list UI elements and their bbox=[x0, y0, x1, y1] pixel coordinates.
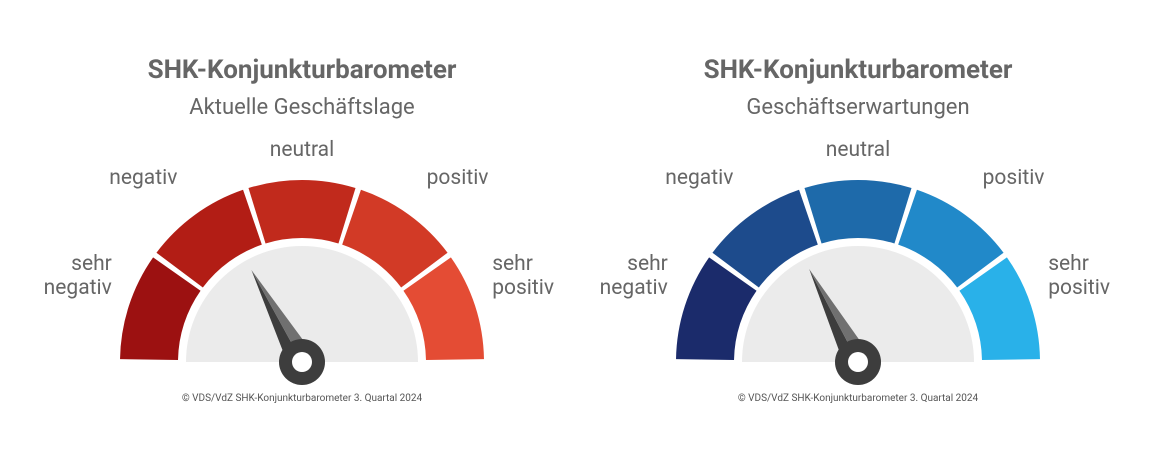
chart-subtitle: Geschäftserwartungen bbox=[746, 95, 970, 120]
needle-part bbox=[292, 352, 312, 372]
gauge-segment bbox=[342, 189, 448, 288]
gauge-segment bbox=[676, 257, 757, 361]
source: © VDS/VdZ SHK-Konjunkturbarometer 3. Qua… bbox=[181, 393, 423, 404]
gauge-segment bbox=[120, 257, 201, 361]
gauge-segment bbox=[959, 257, 1040, 361]
gauge-segment bbox=[804, 180, 912, 244]
category-label: sehr negativ bbox=[43, 252, 112, 301]
chart-title: SHK-Konjunkturbarometer bbox=[147, 55, 457, 85]
category-label: neutral bbox=[269, 138, 335, 162]
gauge-segment bbox=[712, 189, 818, 288]
gauge-segment bbox=[248, 180, 356, 244]
category-label: negativ bbox=[665, 166, 734, 191]
needle bbox=[251, 269, 325, 385]
needle bbox=[809, 269, 881, 385]
category-label: positiv bbox=[426, 166, 489, 191]
needle-part bbox=[251, 269, 315, 362]
category-label: sehr negativ bbox=[599, 252, 668, 301]
gauge-segment bbox=[156, 189, 262, 288]
category-label: sehr positiv bbox=[1048, 252, 1111, 301]
category-label: positiv bbox=[982, 166, 1045, 191]
chart-title: SHK-Konjunkturbarometer bbox=[703, 55, 1013, 85]
chart-subtitle: Aktuelle Geschäftslage bbox=[189, 95, 415, 120]
source: © VDS/VdZ SHK-Konjunkturbarometer 3. Qua… bbox=[737, 393, 979, 404]
gauge-face bbox=[742, 246, 974, 362]
category-label: neutral bbox=[825, 138, 891, 162]
needle-part bbox=[809, 269, 871, 362]
gauge-segment bbox=[403, 257, 484, 361]
category-label: negativ bbox=[109, 166, 178, 191]
category-label: sehr positiv bbox=[492, 252, 555, 301]
gauge-face bbox=[186, 246, 418, 362]
needle-part bbox=[848, 352, 868, 372]
gauge-segment bbox=[898, 189, 1004, 288]
